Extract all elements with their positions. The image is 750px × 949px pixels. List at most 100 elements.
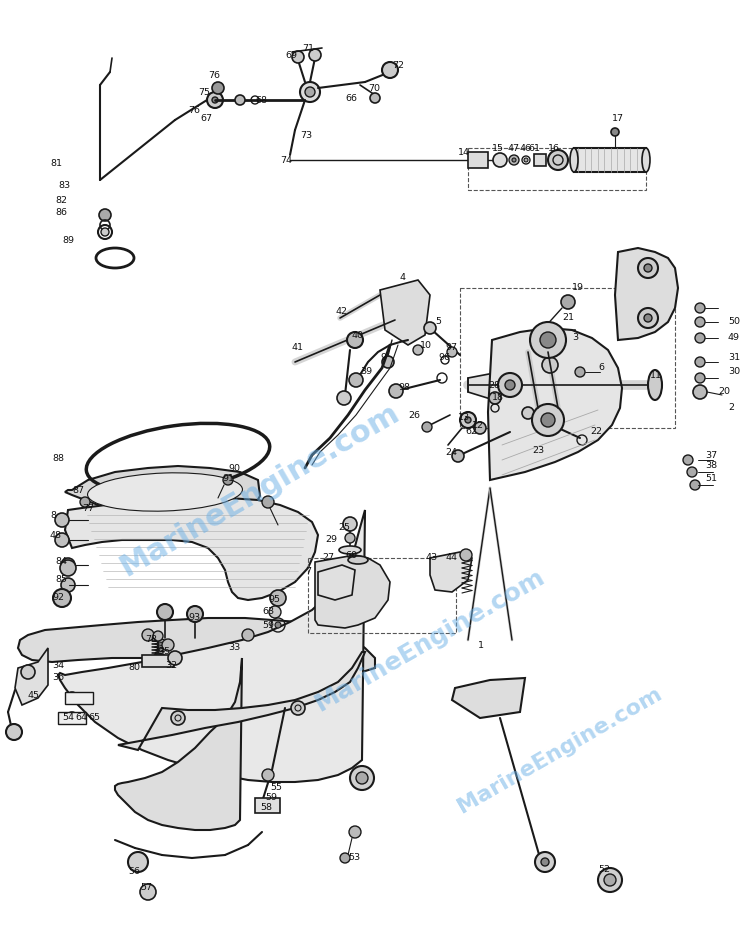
Text: 52: 52	[598, 865, 610, 874]
Circle shape	[535, 852, 555, 872]
Ellipse shape	[339, 546, 361, 554]
Circle shape	[690, 480, 700, 490]
Text: 26: 26	[408, 411, 420, 419]
Text: 57: 57	[140, 884, 152, 892]
Circle shape	[207, 92, 223, 108]
Text: 92: 92	[52, 593, 64, 603]
Circle shape	[695, 373, 705, 383]
Circle shape	[21, 665, 35, 679]
Circle shape	[292, 51, 304, 63]
Text: 41: 41	[292, 344, 304, 352]
Circle shape	[55, 533, 69, 547]
Polygon shape	[58, 510, 365, 782]
Text: 58: 58	[260, 804, 272, 812]
Text: 48: 48	[50, 530, 62, 539]
Circle shape	[157, 604, 173, 620]
Text: 85: 85	[55, 575, 67, 585]
Text: 4: 4	[400, 273, 406, 283]
Text: 54: 54	[62, 714, 74, 722]
Circle shape	[541, 858, 549, 866]
Text: 3: 3	[572, 333, 578, 343]
Text: 67: 67	[200, 114, 212, 122]
Text: 84: 84	[55, 557, 67, 567]
Text: 49: 49	[728, 333, 740, 343]
Circle shape	[460, 549, 472, 561]
Text: 12: 12	[472, 420, 484, 430]
Circle shape	[498, 373, 522, 397]
Circle shape	[262, 769, 274, 781]
Circle shape	[99, 209, 111, 221]
Text: 59: 59	[262, 621, 274, 629]
Polygon shape	[488, 328, 622, 480]
Text: 36: 36	[52, 674, 64, 682]
Text: 19: 19	[572, 284, 584, 292]
Circle shape	[447, 347, 457, 357]
Circle shape	[493, 153, 507, 167]
Circle shape	[575, 367, 585, 377]
Text: 79: 79	[152, 647, 164, 657]
Text: 51: 51	[705, 474, 717, 482]
Ellipse shape	[648, 370, 662, 400]
Circle shape	[262, 496, 274, 508]
Circle shape	[187, 606, 203, 622]
Text: 45: 45	[28, 691, 40, 699]
Circle shape	[340, 853, 350, 863]
Text: 13: 13	[458, 414, 470, 422]
Circle shape	[512, 158, 516, 162]
Polygon shape	[115, 658, 242, 830]
Circle shape	[356, 772, 368, 784]
Circle shape	[474, 422, 486, 434]
Circle shape	[309, 49, 321, 61]
Ellipse shape	[348, 556, 368, 564]
Text: 93: 93	[188, 613, 200, 623]
Polygon shape	[18, 618, 375, 675]
Circle shape	[345, 533, 355, 543]
Text: 80: 80	[128, 663, 140, 673]
Text: 30: 30	[728, 367, 740, 377]
Text: 65: 65	[88, 714, 100, 722]
Bar	[468, 148, 646, 190]
Text: 55: 55	[270, 784, 282, 792]
Circle shape	[212, 82, 224, 94]
Polygon shape	[468, 355, 535, 405]
Bar	[308, 558, 456, 633]
Polygon shape	[380, 280, 430, 345]
Circle shape	[142, 629, 154, 641]
Text: 78: 78	[145, 636, 157, 644]
Text: 29: 29	[325, 535, 337, 545]
Text: 16: 16	[548, 143, 560, 153]
Text: 53: 53	[348, 853, 360, 863]
Bar	[58, 712, 86, 724]
Text: 88: 88	[52, 454, 64, 462]
Text: 7: 7	[305, 568, 311, 576]
Circle shape	[223, 475, 233, 485]
Text: 75: 75	[198, 87, 210, 97]
Text: 9: 9	[380, 353, 386, 363]
Circle shape	[695, 357, 705, 367]
Ellipse shape	[642, 148, 650, 172]
Text: 77: 77	[82, 504, 94, 512]
Circle shape	[548, 150, 568, 170]
Polygon shape	[505, 418, 548, 462]
Circle shape	[101, 228, 109, 236]
Ellipse shape	[570, 148, 578, 172]
Circle shape	[460, 412, 476, 428]
Text: 2: 2	[728, 403, 734, 413]
Text: 86: 86	[55, 208, 67, 216]
Circle shape	[638, 308, 658, 328]
Circle shape	[53, 589, 71, 607]
Text: 74: 74	[280, 156, 292, 164]
Text: 68: 68	[255, 96, 267, 104]
Circle shape	[349, 826, 361, 838]
Text: 60: 60	[345, 550, 357, 560]
Circle shape	[505, 380, 515, 390]
Polygon shape	[15, 648, 48, 705]
Text: 98: 98	[398, 383, 410, 393]
Circle shape	[604, 874, 616, 886]
Bar	[468, 152, 488, 168]
Text: 63: 63	[262, 607, 274, 617]
Bar	[534, 154, 546, 166]
Circle shape	[291, 701, 305, 715]
Bar	[255, 798, 280, 813]
Circle shape	[465, 417, 471, 423]
